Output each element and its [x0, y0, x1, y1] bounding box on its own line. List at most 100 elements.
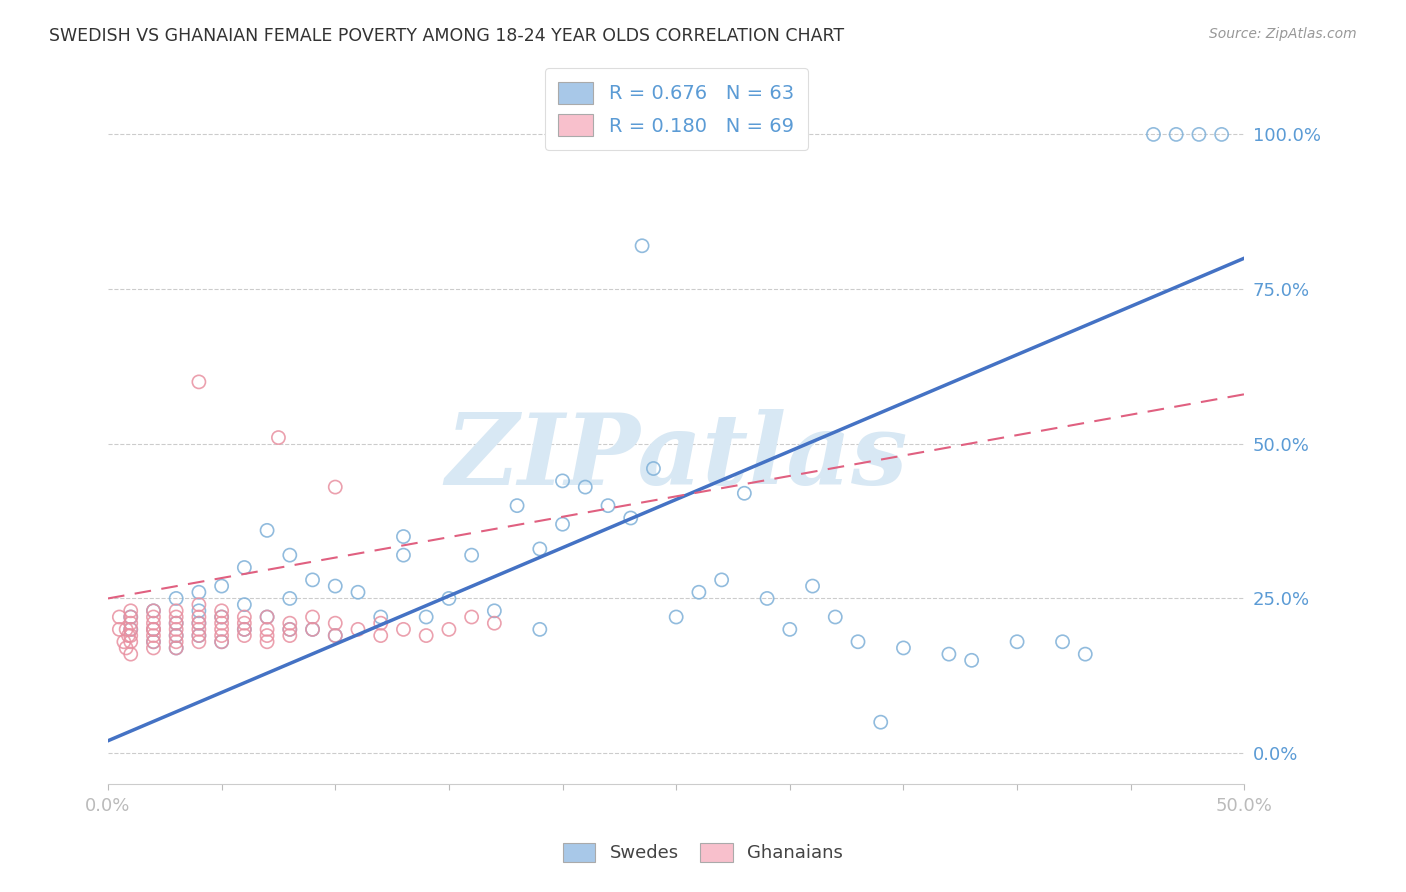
Point — [120, 623, 142, 637]
Point — [120, 610, 142, 624]
Point — [347, 585, 370, 599]
Point — [301, 623, 323, 637]
Point — [165, 616, 187, 631]
Point — [460, 610, 482, 624]
Point — [142, 604, 165, 618]
Point — [187, 604, 209, 618]
Point — [165, 640, 187, 655]
Point — [278, 616, 301, 631]
Point — [415, 610, 437, 624]
Point — [165, 616, 187, 631]
Point — [211, 610, 233, 624]
Point — [187, 629, 209, 643]
Legend: R = 0.676   N = 63, R = 0.180   N = 69: R = 0.676 N = 63, R = 0.180 N = 69 — [544, 68, 807, 150]
Point — [211, 634, 233, 648]
Point — [323, 629, 346, 643]
Point — [415, 629, 437, 643]
Point — [187, 375, 209, 389]
Point — [120, 629, 142, 643]
Point — [437, 591, 460, 606]
Point — [596, 499, 619, 513]
Point — [142, 610, 165, 624]
Point — [256, 610, 278, 624]
Point — [120, 610, 142, 624]
Point — [278, 548, 301, 562]
Point — [187, 610, 209, 624]
Point — [869, 715, 891, 730]
Point — [437, 623, 460, 637]
Point — [187, 616, 209, 631]
Point — [551, 517, 574, 532]
Point — [347, 623, 370, 637]
Point — [301, 623, 323, 637]
Point — [710, 573, 733, 587]
Point — [1142, 128, 1164, 142]
Point — [551, 474, 574, 488]
Point — [574, 480, 596, 494]
Text: ZIPatlas: ZIPatlas — [444, 409, 907, 505]
Point — [233, 610, 256, 624]
Point — [256, 623, 278, 637]
Point — [688, 585, 710, 599]
Point — [187, 616, 209, 631]
Point — [211, 579, 233, 593]
Point — [211, 610, 233, 624]
Point — [824, 610, 846, 624]
Point — [1211, 128, 1233, 142]
Point — [211, 616, 233, 631]
Point — [211, 634, 233, 648]
Point — [370, 616, 392, 631]
Point — [211, 629, 233, 643]
Point — [938, 647, 960, 661]
Point — [256, 524, 278, 538]
Point — [233, 623, 256, 637]
Point — [1188, 128, 1211, 142]
Point — [142, 640, 165, 655]
Point — [506, 499, 529, 513]
Point — [960, 653, 983, 667]
Point — [120, 623, 142, 637]
Point — [370, 610, 392, 624]
Point — [529, 541, 551, 556]
Point — [392, 548, 415, 562]
Point — [323, 629, 346, 643]
Point — [392, 530, 415, 544]
Point — [267, 431, 290, 445]
Point — [142, 634, 165, 648]
Point — [142, 629, 165, 643]
Point — [278, 623, 301, 637]
Point — [142, 634, 165, 648]
Point — [278, 629, 301, 643]
Point — [165, 640, 187, 655]
Point — [1074, 647, 1097, 661]
Point — [115, 623, 138, 637]
Point — [187, 634, 209, 648]
Point — [278, 591, 301, 606]
Point — [801, 579, 824, 593]
Point — [631, 239, 654, 253]
Point — [108, 610, 131, 624]
Point — [142, 623, 165, 637]
Point — [211, 604, 233, 618]
Point — [323, 579, 346, 593]
Point — [323, 616, 346, 631]
Point — [1052, 634, 1074, 648]
Point — [846, 634, 869, 648]
Point — [233, 616, 256, 631]
Point — [301, 610, 323, 624]
Point — [120, 634, 142, 648]
Point — [256, 610, 278, 624]
Point — [165, 591, 187, 606]
Point — [187, 585, 209, 599]
Point — [323, 480, 346, 494]
Point — [187, 623, 209, 637]
Point — [165, 629, 187, 643]
Point — [256, 629, 278, 643]
Text: SWEDISH VS GHANAIAN FEMALE POVERTY AMONG 18-24 YEAR OLDS CORRELATION CHART: SWEDISH VS GHANAIAN FEMALE POVERTY AMONG… — [49, 27, 845, 45]
Point — [460, 548, 482, 562]
Point — [620, 511, 643, 525]
Point — [233, 623, 256, 637]
Point — [187, 629, 209, 643]
Text: Source: ZipAtlas.com: Source: ZipAtlas.com — [1209, 27, 1357, 41]
Point — [115, 640, 138, 655]
